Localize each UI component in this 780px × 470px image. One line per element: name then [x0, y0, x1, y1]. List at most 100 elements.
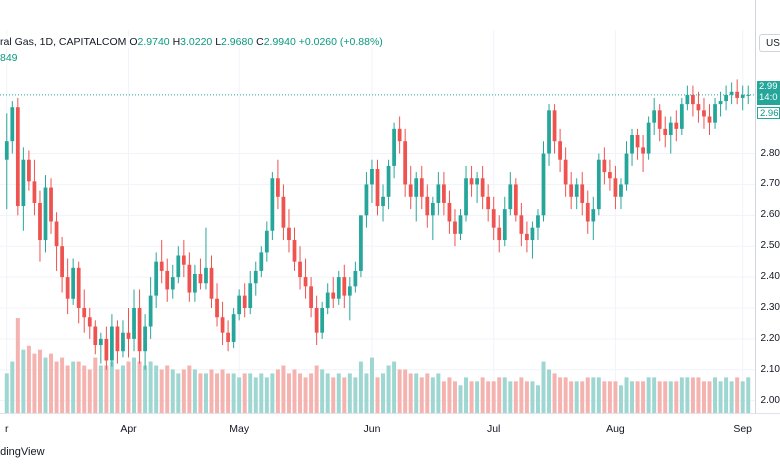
candle-body — [43, 187, 48, 241]
volume-bar — [115, 369, 120, 413]
candle-body — [547, 110, 551, 154]
x-tick-label: Sep — [733, 423, 753, 435]
x-tick-label: Apr — [120, 423, 137, 435]
candle-body — [165, 270, 170, 290]
candle-body — [580, 184, 585, 203]
candle-body — [248, 283, 253, 308]
candle-body — [735, 91, 740, 98]
volume-bar — [674, 381, 679, 413]
candle-body — [718, 101, 723, 105]
candle-body — [38, 202, 42, 241]
volume-bar — [668, 381, 673, 413]
volume-bar — [569, 381, 574, 413]
volume-bar — [430, 377, 435, 413]
candle-body — [713, 104, 717, 123]
volume-bar — [192, 369, 197, 413]
low-label: L — [215, 36, 222, 48]
price-axis[interactable]: 2.80 2.70 2.60 2.50 2.40 2.30 2.20 2.10 2.00 — [755, 0, 780, 413]
candle-body — [10, 107, 15, 142]
volume-bar — [320, 369, 325, 413]
volume-bar — [364, 373, 369, 413]
volume-bar — [585, 377, 590, 413]
y-tick-label: 2.40 — [760, 271, 780, 283]
candle-body — [397, 128, 402, 142]
volume-bar — [497, 377, 502, 413]
candle-body — [54, 221, 59, 247]
candle-body — [82, 307, 87, 318]
candle-body — [32, 181, 37, 203]
candle-body — [76, 267, 81, 308]
candle-body — [486, 196, 491, 210]
candle-body — [220, 317, 225, 333]
y-tick-label: 2.70 — [760, 178, 780, 190]
candle-body — [15, 107, 20, 207]
candle-body — [353, 270, 358, 287]
candle-body — [242, 295, 247, 308]
candle-body — [480, 178, 485, 197]
candle-body — [281, 196, 286, 228]
candle-body — [641, 147, 645, 154]
logo-text: adingView — [0, 446, 45, 458]
volume-bar — [591, 377, 596, 413]
x-tick-label: r — [5, 423, 9, 435]
high-label: H — [172, 36, 181, 48]
volume-bar — [93, 357, 98, 413]
last-price-value: 2.99 — [759, 81, 778, 92]
volume-bar — [21, 349, 26, 413]
volume-bar — [685, 377, 690, 413]
volume-bar — [109, 361, 114, 413]
volume-bar — [15, 318, 20, 413]
candle-body — [181, 255, 186, 265]
volume-bar — [309, 373, 314, 413]
candle-body — [602, 159, 607, 173]
volume-bar — [104, 365, 109, 413]
volume-bar — [519, 377, 524, 413]
volume-bar — [4, 373, 9, 413]
candle-body — [226, 332, 230, 342]
open-value: 2.9740 — [137, 36, 170, 48]
volume-bar — [535, 385, 540, 413]
volume-bar — [298, 373, 303, 413]
candle-body — [442, 184, 446, 203]
volume-bar — [303, 377, 308, 413]
candle-body — [652, 110, 657, 123]
candle-body — [408, 184, 413, 197]
volume-bar — [414, 373, 419, 413]
volume-bar — [26, 345, 31, 413]
volume-bar — [358, 361, 363, 413]
price-plot[interactable] — [0, 0, 755, 413]
volume-bar — [657, 381, 662, 413]
candle-body — [60, 246, 64, 278]
volume-bar — [613, 381, 618, 413]
tradingview-logo[interactable]: adingView — [0, 446, 45, 458]
candle-body — [209, 267, 214, 299]
volume-bar — [707, 381, 712, 413]
candle-body — [491, 209, 496, 228]
candle-body — [87, 317, 92, 327]
candle-body — [707, 116, 712, 123]
candle-body — [65, 277, 70, 299]
volume-bar — [624, 377, 629, 413]
last-price-tag: 2.99 14:0 — [757, 81, 780, 105]
time-axis[interactable]: r Apr May Jun Jul Aug Sep — [0, 413, 780, 441]
volume-bar — [475, 381, 480, 413]
candle-body — [746, 94, 751, 96]
candle-body — [646, 122, 651, 154]
candle-body — [657, 110, 662, 129]
x-tick-label: May — [229, 423, 250, 435]
high-value: 3.0220 — [180, 36, 213, 48]
currency-selector[interactable]: USD — [759, 34, 780, 52]
volume-bar — [607, 381, 612, 413]
volume-bar — [558, 377, 563, 413]
volume-bar — [464, 377, 469, 413]
candle-body — [513, 184, 518, 216]
volume-bar — [486, 381, 491, 413]
volume-bar — [98, 365, 103, 413]
candle-body — [525, 233, 529, 241]
volume-bar — [513, 381, 518, 413]
volume-bar — [408, 373, 413, 413]
volume-bar — [159, 369, 164, 413]
volume-bar — [679, 377, 684, 413]
candle-body — [386, 165, 391, 197]
volume-bar — [392, 361, 397, 413]
